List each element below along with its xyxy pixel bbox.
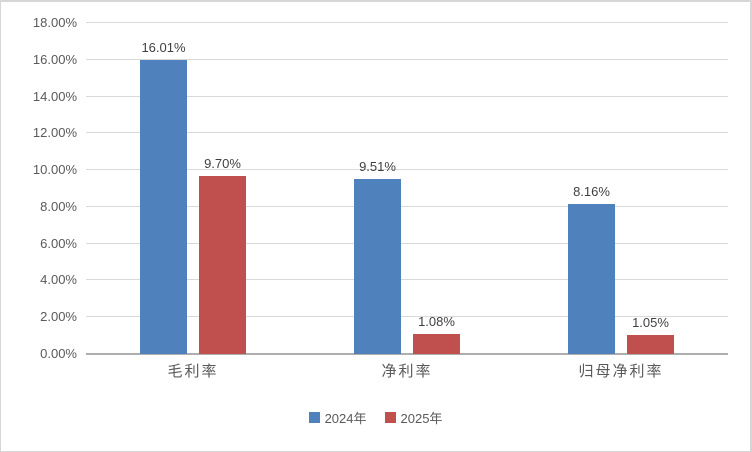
legend-item-2024[interactable]: 2024年 (308, 408, 367, 427)
legend-label-2025: 2025年 (400, 411, 443, 426)
gridline (86, 242, 728, 244)
legend-item-2025[interactable]: 2025年 (384, 408, 443, 427)
y-tick-label: 10.00% (32, 162, 77, 178)
legend: 2024年 2025年 (1, 408, 750, 427)
x-axis-line (86, 353, 728, 355)
bar-2025年-毛利率[interactable] (199, 175, 246, 354)
y-tick-label: 8.00% (40, 198, 77, 214)
y-tick-label: 18.00% (32, 15, 77, 30)
data-label: 1.05% (632, 314, 669, 330)
gridline (86, 316, 728, 318)
legend-label-2024: 2024年 (324, 411, 367, 426)
y-tick-label: 6.00% (40, 235, 77, 251)
legend-swatch-2024 (308, 412, 320, 423)
bar-2024年-归母净利率[interactable] (568, 203, 615, 354)
data-label: 16.01% (141, 39, 186, 55)
data-label: 9.70% (204, 155, 241, 171)
gridline (86, 279, 728, 281)
gridline (86, 22, 728, 23)
y-tick-label: 12.00% (32, 125, 77, 141)
y-tick-label: 0.00% (40, 346, 77, 361)
data-label: 9.51% (359, 159, 396, 175)
bar-2024年-净利率[interactable] (354, 179, 401, 354)
y-tick-label: 2.00% (40, 309, 77, 325)
category-label: 归母净利率 (578, 363, 664, 380)
gridline (86, 58, 728, 60)
gridline (86, 95, 728, 97)
plot-area: 16.01% 9.70% 9.51% 1.08% 8.16% 1.05% (86, 22, 728, 355)
data-label: 8.16% (573, 183, 610, 199)
bar-2025年-净利率[interactable] (413, 334, 460, 354)
gridline (86, 169, 728, 171)
data-label: 1.08% (418, 314, 455, 330)
category-label: 毛利率 (167, 363, 219, 380)
y-tick-label: 16.00% (32, 51, 77, 67)
category-label: 净利率 (381, 363, 433, 380)
gridline (86, 205, 728, 207)
gridline (86, 132, 728, 134)
bar-2024年-毛利率[interactable] (140, 59, 187, 354)
y-tick-label: 14.00% (32, 88, 77, 104)
y-tick-label: 4.00% (40, 272, 77, 288)
bar-2025年-归母净利率[interactable] (627, 334, 674, 354)
legend-swatch-2025 (384, 412, 396, 423)
